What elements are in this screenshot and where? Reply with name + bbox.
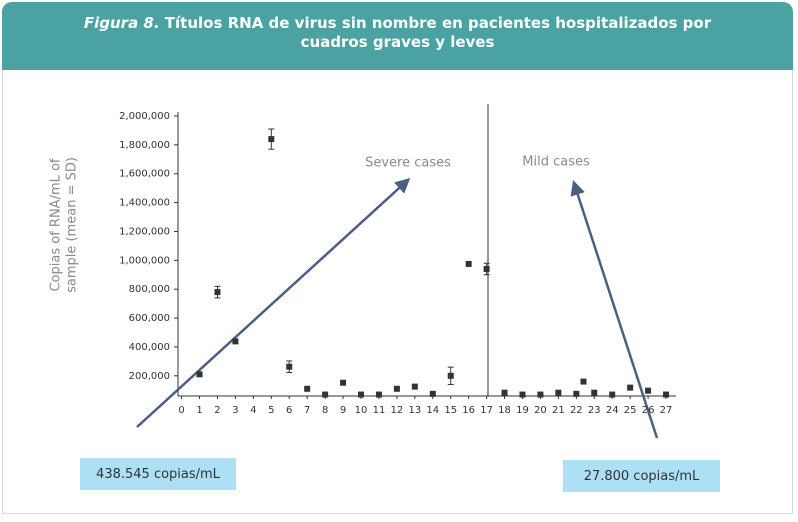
x-tick-label: 4 bbox=[250, 405, 256, 416]
x-tick-label: 14 bbox=[426, 405, 439, 416]
annotation-box: 438.545 copias/mL bbox=[80, 458, 236, 490]
point bbox=[627, 384, 634, 391]
y-tick-label: 200,000 bbox=[129, 371, 170, 382]
annotation: Mild cases bbox=[522, 155, 590, 170]
point bbox=[663, 391, 670, 398]
point bbox=[447, 372, 454, 379]
point bbox=[580, 378, 587, 385]
point bbox=[537, 391, 544, 398]
y-tick-label: 1,200,000 bbox=[119, 226, 170, 237]
point bbox=[591, 389, 598, 396]
y-tick-label: 600,000 bbox=[129, 313, 170, 324]
x-tick-label: 19 bbox=[516, 405, 529, 416]
annotation: 438.545 copias/mL bbox=[96, 466, 220, 482]
arrow bbox=[570, 180, 659, 439]
x-tick-label: 12 bbox=[391, 405, 404, 416]
point bbox=[322, 391, 329, 398]
y-axis-label: sample (mean = SD) bbox=[65, 157, 80, 293]
x-tick-label: 25 bbox=[624, 405, 637, 416]
point bbox=[196, 371, 203, 378]
y-tick-label: 1,000,000 bbox=[119, 255, 170, 266]
figure-label: Figura 8. bbox=[83, 14, 160, 32]
annotation-box: 27.800 copias/mL bbox=[563, 460, 720, 492]
point bbox=[465, 260, 472, 267]
point bbox=[286, 363, 293, 370]
x-tick-label: 0 bbox=[178, 405, 184, 416]
x-tick-label: 6 bbox=[286, 405, 292, 416]
x-tick-label: 10 bbox=[355, 405, 368, 416]
point bbox=[609, 391, 616, 398]
annotation: 27.800 copias/mL bbox=[583, 468, 700, 484]
y-tick-label: 1,400,000 bbox=[119, 198, 170, 209]
x-tick-label: 3 bbox=[232, 405, 238, 416]
y-tick-label: 800,000 bbox=[129, 284, 170, 295]
point bbox=[268, 136, 275, 143]
x-tick-label: 21 bbox=[552, 405, 565, 416]
point bbox=[519, 391, 526, 398]
annotation: Severe cases bbox=[365, 156, 451, 171]
point bbox=[573, 390, 580, 397]
x-tick-label: 22 bbox=[570, 405, 583, 416]
point bbox=[214, 289, 221, 296]
point bbox=[375, 391, 382, 398]
x-tick-label: 20 bbox=[534, 405, 547, 416]
x-tick-label: 8 bbox=[322, 405, 328, 416]
point bbox=[358, 391, 365, 398]
x-tick-label: 24 bbox=[606, 405, 619, 416]
point bbox=[645, 387, 652, 394]
y-tick-label: 1,800,000 bbox=[119, 140, 170, 151]
x-tick-label: 7 bbox=[304, 405, 310, 416]
point bbox=[429, 390, 436, 397]
arrow bbox=[136, 177, 411, 428]
x-tick-label: 2 bbox=[214, 405, 220, 416]
x-tick-label: 11 bbox=[373, 405, 386, 416]
point bbox=[340, 379, 347, 386]
point bbox=[483, 265, 490, 272]
point bbox=[232, 338, 239, 345]
x-tick-label: 16 bbox=[462, 405, 475, 416]
x-tick-label: 15 bbox=[444, 405, 457, 416]
x-tick-label: 18 bbox=[498, 405, 511, 416]
y-tick-label: 1,600,000 bbox=[119, 169, 170, 180]
x-tick-label: 13 bbox=[408, 405, 421, 416]
x-tick-label: 17 bbox=[480, 405, 493, 416]
header: Figura 8. Títulos RNA de virus sin nombr… bbox=[2, 2, 793, 70]
x-tick-label: 23 bbox=[588, 405, 601, 416]
y-tick-label: 2,000,000 bbox=[119, 111, 170, 122]
x-tick-label: 1 bbox=[196, 405, 202, 416]
point bbox=[393, 385, 400, 392]
point bbox=[411, 383, 418, 390]
x-tick-label: 26 bbox=[642, 405, 655, 416]
point bbox=[304, 385, 311, 392]
chart-title: Títulos RNA de virus sin nombre en pacie… bbox=[164, 14, 712, 51]
point bbox=[501, 389, 508, 396]
y-tick-label: 400,000 bbox=[129, 342, 170, 353]
y-axis-label: Copias of RNA/mL of bbox=[49, 158, 64, 291]
point bbox=[555, 389, 562, 396]
x-tick-label: 9 bbox=[340, 405, 346, 416]
x-tick-label: 27 bbox=[660, 405, 673, 416]
x-tick-label: 5 bbox=[268, 405, 274, 416]
